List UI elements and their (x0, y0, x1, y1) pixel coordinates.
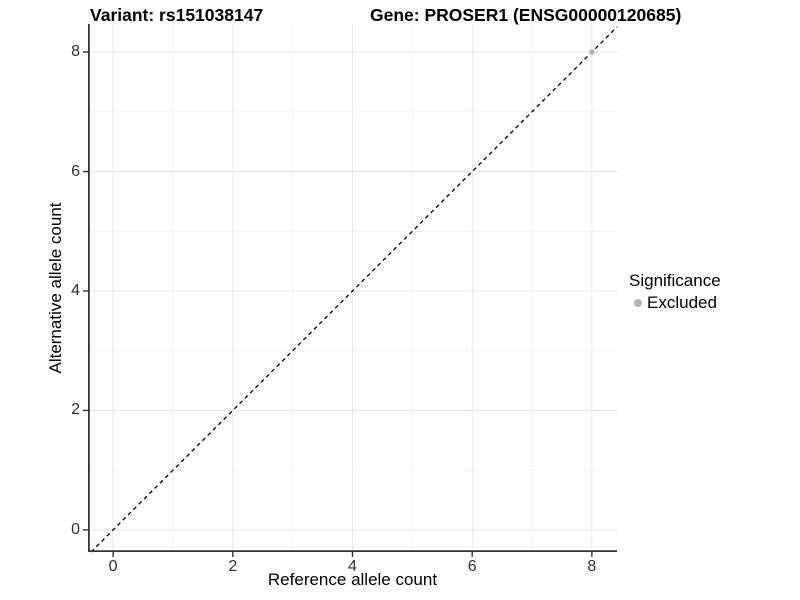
excluded-point-icon (633, 299, 642, 307)
legend-entry-label: Excluded (647, 293, 717, 312)
x-tick-label: 2 (228, 558, 238, 575)
legend-title: Significance (629, 271, 721, 290)
identity-line (90, 26, 618, 553)
plot-panel (83, 24, 618, 557)
x-axis-title: Reference allele count (267, 570, 438, 589)
x-tick-label: 8 (587, 558, 597, 575)
data-point (589, 49, 595, 55)
y-tick-label: 0 (71, 520, 80, 538)
legend-entries: Excluded (629, 293, 721, 313)
plot-title-gene: Gene: PROSER1 (ENSG00000120685) (370, 5, 682, 25)
x-tick-label: 6 (467, 558, 477, 575)
y-tick-label: 6 (71, 162, 80, 180)
legend-entry: Excluded (629, 293, 721, 313)
plot-title-variant: Variant: rs151038147 (90, 5, 264, 25)
x-tick-label: 4 (348, 558, 357, 575)
x-tick-label: 0 (108, 558, 118, 575)
y-tick-label: 8 (71, 43, 80, 61)
y-tick-label: 2 (71, 401, 80, 419)
legend-key-dot-icon (629, 295, 646, 312)
y-tick-label: 4 (71, 281, 80, 299)
legend: Significance Excluded (629, 271, 721, 313)
